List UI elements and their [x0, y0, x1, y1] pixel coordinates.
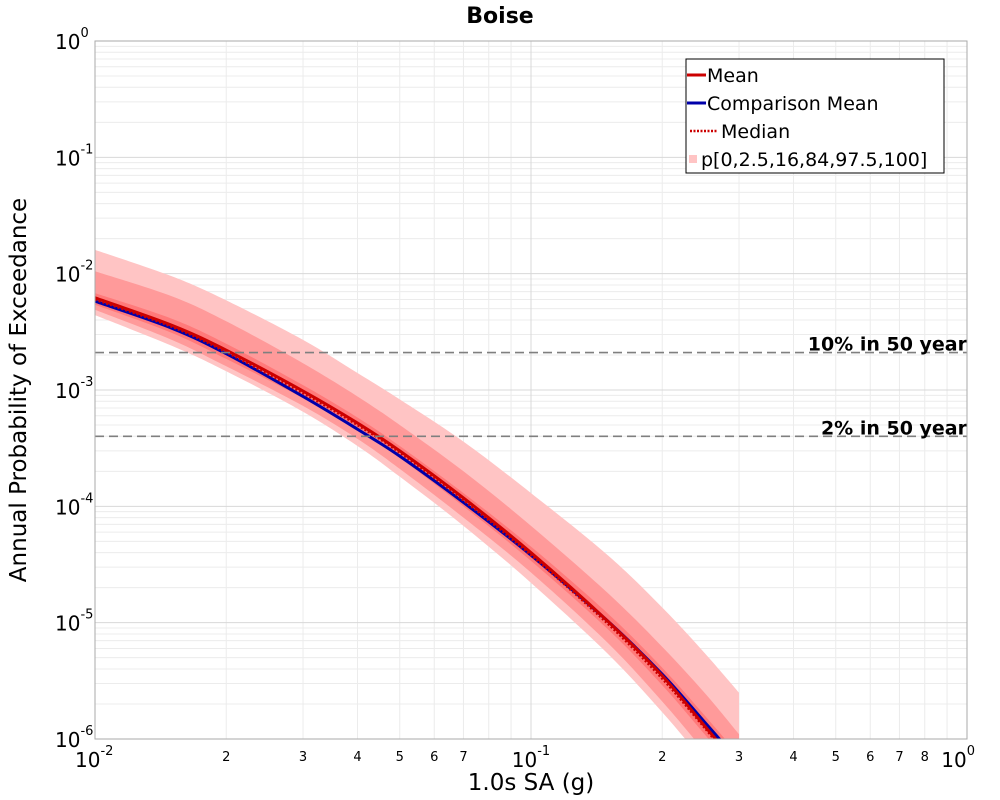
legend-swatch-p-0-2-5-16-84-97-5-100 — [689, 155, 697, 163]
reference-line-label: 10% in 50 year — [808, 334, 968, 356]
legend-label-median: Median — [721, 121, 790, 143]
x-tick-label: 10-1 — [512, 744, 550, 772]
x-minor-tick-label: 2 — [658, 750, 666, 765]
x-minor-tick-label: 7 — [459, 750, 467, 765]
x-minor-tick-label: 3 — [735, 750, 743, 765]
x-axis-label: 1.0s SA (g) — [468, 770, 595, 796]
y-tick-label: 10-6 — [55, 724, 93, 752]
x-axis-ticks: 10-2 10-1 100 2 3 4 5 6 7 2 3 4 5 6 7 8 — [75, 744, 975, 772]
x-tick-label: 100 — [941, 744, 975, 772]
y-tick-label: 10-4 — [55, 491, 93, 519]
series-lines — [95, 296, 722, 739]
x-minor-tick-label: 4 — [789, 750, 797, 765]
y-tick-label: 10-3 — [55, 375, 93, 403]
percentile-bands — [95, 249, 740, 739]
x-minor-tick-label: 4 — [353, 750, 361, 765]
reference-line-label: 2% in 50 year — [821, 417, 968, 439]
x-minor-tick-label: 2 — [222, 750, 230, 765]
y-axis-label: Annual Probability of Exceedance — [6, 198, 32, 582]
x-minor-tick-label: 3 — [299, 750, 307, 765]
legend-label-comparison-mean: Comparison Mean — [707, 93, 879, 115]
y-axis-ticks: 100 10-1 10-2 10-3 10-4 10-5 10-6 — [55, 26, 93, 752]
series-line-median — [95, 298, 716, 739]
y-tick-label: 100 — [55, 26, 89, 54]
y-tick-label: 10-2 — [55, 259, 93, 287]
x-minor-tick-label: 6 — [430, 750, 438, 765]
x-minor-tick-label: 5 — [832, 750, 840, 765]
x-minor-tick-label: 5 — [396, 750, 404, 765]
plot-frame — [94, 40, 968, 740]
y-tick-label: 10-1 — [55, 142, 93, 170]
chart-title: Boise — [466, 4, 533, 29]
legend-label-p-0-2-5-16-84-97-5-100: p[0,2.5,16,84,97.5,100] — [701, 149, 927, 171]
legend-label-mean: Mean — [707, 65, 759, 87]
x-minor-tick-label: 7 — [895, 750, 903, 765]
legend-box — [685, 58, 945, 174]
x-minor-tick-label: 8 — [921, 750, 929, 765]
reference-lines: 10% in 50 year 2% in 50 year — [95, 334, 968, 439]
legend: Mean Comparison Mean Median p[0,2.5,16,84,9… — [685, 58, 945, 174]
y-tick-label: 10-5 — [55, 608, 93, 636]
series-line-mean — [95, 296, 718, 739]
x-tick-label: 10-2 — [75, 744, 113, 772]
x-minor-tick-label: 6 — [866, 750, 874, 765]
